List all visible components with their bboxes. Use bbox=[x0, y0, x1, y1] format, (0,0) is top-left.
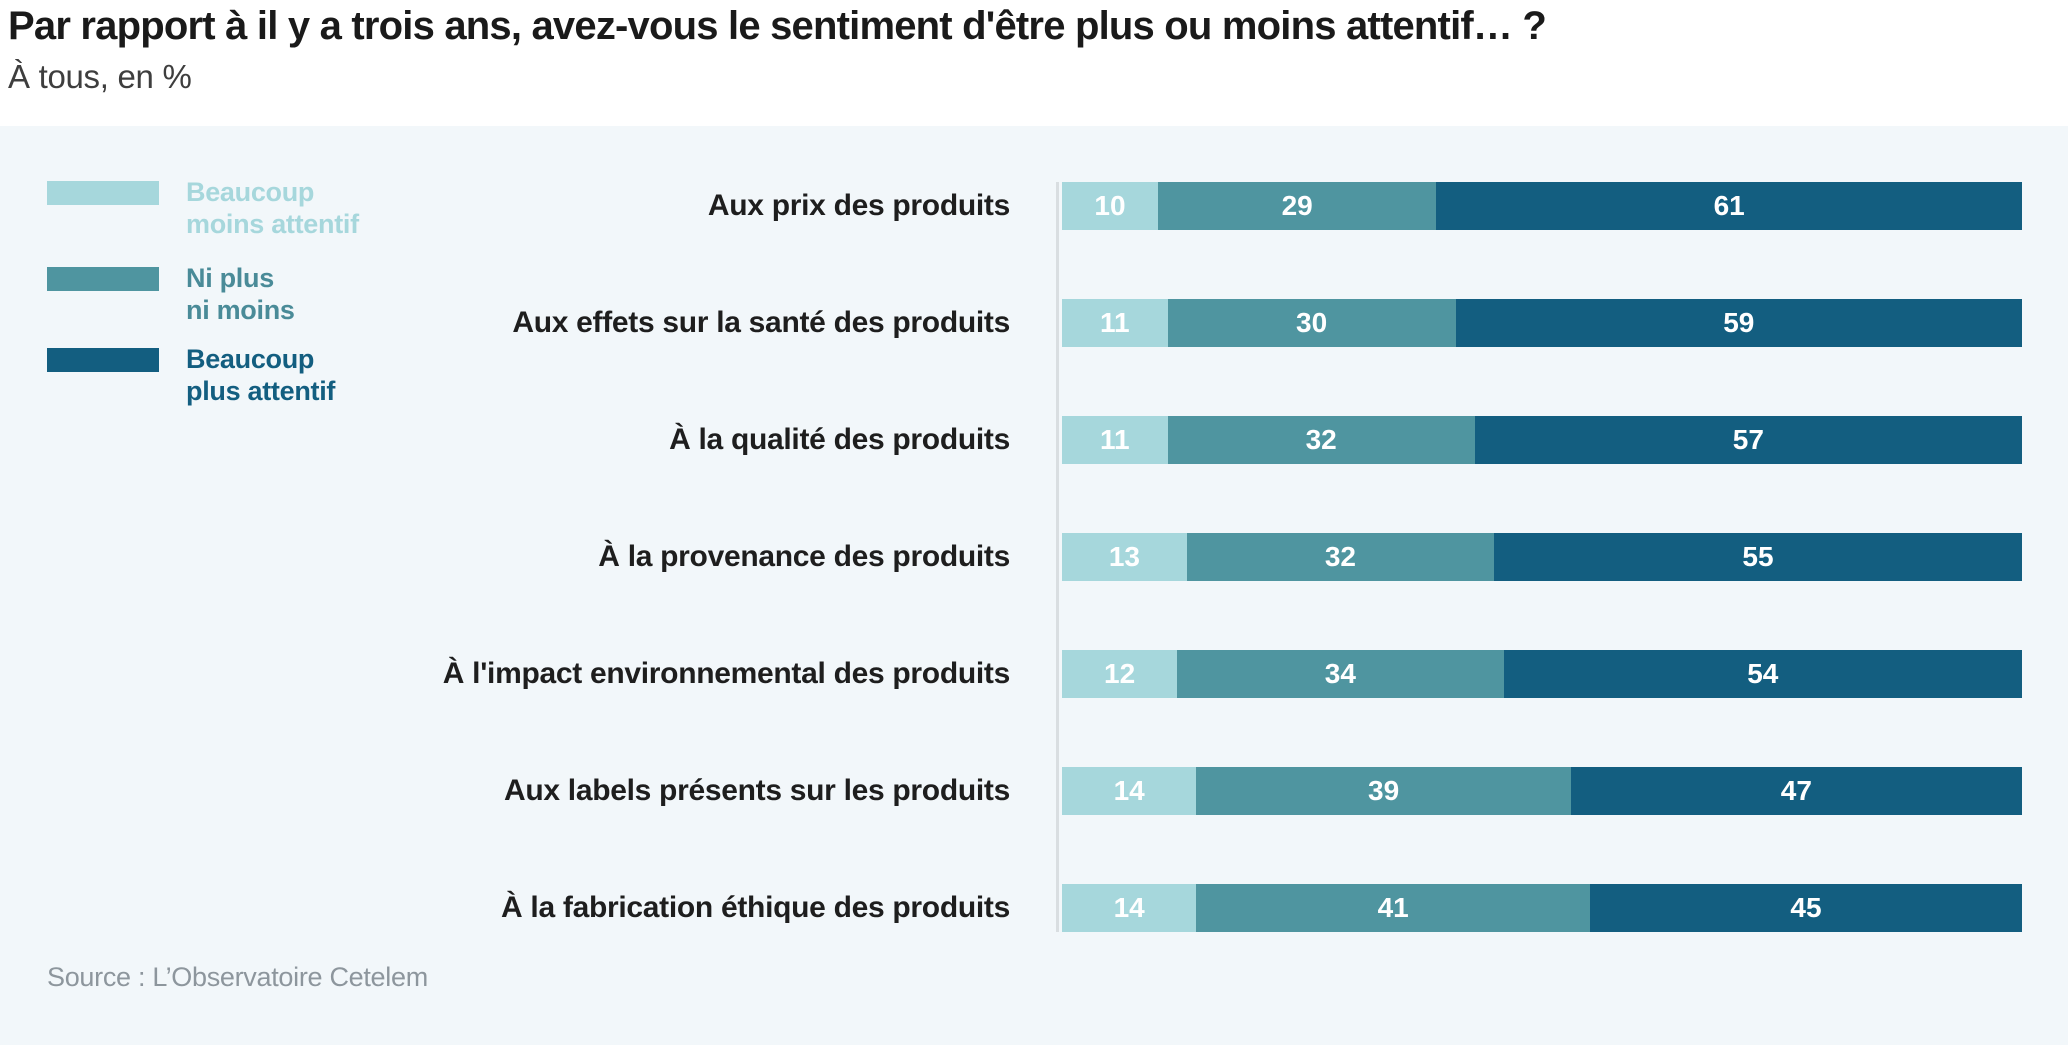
bar-segment-moins-attentif: 11 bbox=[1062, 416, 1168, 464]
bar-segment-moins-attentif: 12 bbox=[1062, 650, 1178, 698]
legend-label-line: Beaucoup bbox=[186, 177, 315, 207]
bar-segment-plus-attentif: 47 bbox=[1570, 767, 2022, 815]
source-credit: Source : L’Observatoire Cetelem bbox=[47, 962, 428, 992]
stacked-bar: 14 39 47 bbox=[1062, 767, 2022, 815]
legend-label-line: Ni plus bbox=[186, 263, 274, 293]
bar-segment-ni-plus-ni-moins: 29 bbox=[1158, 182, 1437, 230]
category-label: Aux labels présents sur les produits bbox=[503, 774, 1010, 807]
bar-segment-plus-attentif: 54 bbox=[1503, 650, 2022, 698]
legend-label-line: Beaucoup bbox=[186, 344, 315, 374]
stacked-bar: 11 32 57 bbox=[1062, 416, 2022, 464]
bar-segment-moins-attentif: 13 bbox=[1062, 533, 1187, 581]
legend-label-moins-attentif: Beaucoup moins attentif bbox=[186, 176, 359, 240]
legend-swatch-moins-attentif bbox=[47, 181, 159, 205]
bar-segment-ni-plus-ni-moins: 30 bbox=[1167, 299, 1456, 347]
bar-segment-ni-plus-ni-moins: 34 bbox=[1177, 650, 1504, 698]
stacked-bar: 13 32 55 bbox=[1062, 533, 2022, 581]
category-label: Aux effets sur la santé des produits bbox=[512, 306, 1010, 339]
stacked-bar: 11 30 59 bbox=[1062, 299, 2022, 347]
bar-segment-ni-plus-ni-moins: 32 bbox=[1167, 416, 1475, 464]
stacked-bar: 14 41 45 bbox=[1062, 884, 2022, 932]
bar-segment-plus-attentif: 55 bbox=[1493, 533, 2022, 581]
bar-segment-ni-plus-ni-moins: 39 bbox=[1196, 767, 1571, 815]
legend-label-line: plus attentif bbox=[186, 376, 336, 406]
legend-label-line: moins attentif bbox=[186, 209, 359, 239]
chart-baseline-axis bbox=[1056, 182, 1059, 932]
category-label: À la fabrication éthique des produits bbox=[501, 891, 1010, 924]
bar-segment-plus-attentif: 61 bbox=[1436, 182, 2022, 230]
chart-subtitle: À tous, en % bbox=[8, 58, 192, 95]
bar-segment-plus-attentif: 57 bbox=[1474, 416, 2022, 464]
legend-label-line: ni moins bbox=[186, 295, 295, 325]
legend-swatch-plus-attentif bbox=[47, 348, 159, 372]
bar-segment-plus-attentif: 59 bbox=[1455, 299, 2022, 347]
category-label: À la provenance des produits bbox=[598, 540, 1010, 573]
category-label: À la qualité des produits bbox=[669, 423, 1010, 456]
bar-segment-ni-plus-ni-moins: 41 bbox=[1196, 884, 1590, 932]
bar-segment-moins-attentif: 14 bbox=[1062, 767, 1197, 815]
legend-label-plus-attentif: Beaucoup plus attentif bbox=[186, 343, 335, 407]
category-label: Aux prix des produits bbox=[707, 189, 1010, 222]
bar-segment-moins-attentif: 11 bbox=[1062, 299, 1168, 347]
legend-label-ni-plus-ni-moins: Ni plus ni moins bbox=[186, 262, 295, 326]
stacked-bar: 10 29 61 bbox=[1062, 182, 2022, 230]
stacked-bar: 12 34 54 bbox=[1062, 650, 2022, 698]
category-label: À l'impact environnemental des produits bbox=[442, 657, 1011, 690]
legend-swatch-ni-plus-ni-moins bbox=[47, 267, 159, 291]
bar-segment-plus-attentif: 45 bbox=[1589, 884, 2022, 932]
chart-title: Par rapport à il y a trois ans, avez-vou… bbox=[8, 4, 1547, 48]
bar-segment-moins-attentif: 14 bbox=[1062, 884, 1197, 932]
bar-segment-moins-attentif: 10 bbox=[1062, 182, 1158, 230]
bar-segment-ni-plus-ni-moins: 32 bbox=[1186, 533, 1494, 581]
